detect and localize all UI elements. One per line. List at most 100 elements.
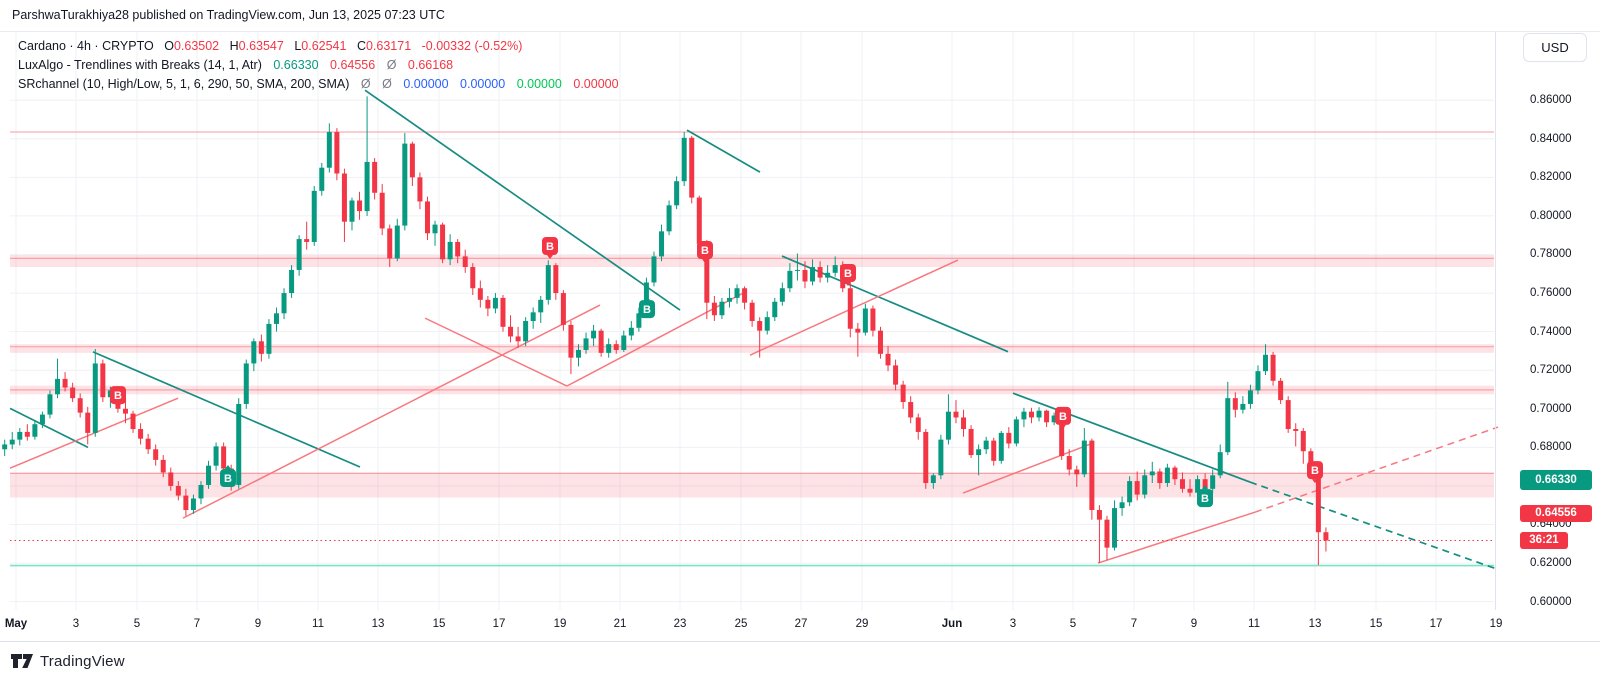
price-tick-label: 0.70000	[1530, 402, 1572, 415]
srchannel-value-3: 0.00000	[516, 77, 562, 91]
bearish-break-label: B	[110, 386, 126, 409]
bearish-break-label: B	[1055, 406, 1071, 429]
empty-set-icon: Ø	[360, 77, 371, 91]
price-axis-separator	[1495, 32, 1496, 641]
price-tick-label: 0.74000	[1530, 325, 1572, 338]
bearish-break-label: B	[697, 241, 713, 264]
svg-text:B: B	[1059, 411, 1067, 423]
price-tick-label: 0.60000	[1530, 595, 1572, 608]
price-tick-label: 0.72000	[1530, 364, 1572, 377]
time-tick-label: Jun	[941, 618, 963, 630]
time-tick-label: 9	[254, 618, 262, 630]
svg-text:B: B	[643, 304, 651, 316]
open-value: 0.63502	[173, 39, 220, 53]
grid-lines	[10, 32, 1494, 610]
srchannel-value-2: 0.00000	[460, 77, 506, 91]
svg-text:B: B	[224, 473, 232, 485]
empty-set-icon: Ø	[382, 77, 392, 91]
chart-legend: Cardano · 4h · CRYPTO O0.63502 H0.63547 …	[18, 37, 619, 94]
time-tick-label: 11	[1248, 618, 1260, 630]
time-tick-label: 27	[794, 618, 808, 630]
svg-text:B: B	[114, 390, 122, 402]
svg-text:B: B	[1311, 465, 1319, 477]
time-tick-label: 3	[1009, 618, 1017, 630]
symbol-legend-row[interactable]: Cardano · 4h · CRYPTO O0.63502 H0.63547 …	[18, 37, 619, 56]
break-labels: B B B B B B B B B	[110, 237, 1323, 508]
svg-text:B: B	[1201, 493, 1209, 505]
luxalgo-title: LuxAlgo - Trendlines with Breaks (14, 1,…	[18, 58, 262, 72]
price-level-badge: 0.66330	[1520, 469, 1592, 490]
bar-countdown-badge: 36:21	[1520, 531, 1568, 549]
bearish-break-label: B	[542, 237, 558, 260]
time-axis[interactable]: May 3 5 7 9 11 13 15 17 19 21 23 25 27 29 Jun 3 5 7 9 11 13 15…	[0, 610, 1600, 641]
time-tick-label: 15	[1369, 618, 1383, 630]
srchannel-value-1: 0.00000	[403, 77, 449, 91]
price-tick-label: 0.86000	[1530, 94, 1572, 107]
luxalgo-lower-value: 0.64556	[330, 58, 376, 72]
time-tick-label: 17	[492, 618, 506, 630]
time-tick-label: 19	[553, 618, 567, 630]
price-tick-label: 0.82000	[1530, 171, 1572, 184]
price-tick-label: 0.84000	[1530, 132, 1572, 145]
close-label: C	[356, 39, 366, 53]
price-tick-label: 0.62000	[1530, 557, 1572, 570]
bullish-break-label: B	[220, 465, 236, 488]
chart-card: B B B B B B B B B Cardano · 4h · CRYPTO O0.63502…	[0, 32, 1600, 642]
time-tick-label: May	[4, 618, 28, 630]
low-value: 0.62541	[301, 39, 347, 53]
change-value: -0.00332 (-0.52%)	[421, 39, 523, 53]
open-label: O	[164, 39, 174, 53]
srchannel-value-4: 0.00000	[573, 77, 619, 91]
candlestick-chart[interactable]: B B B B B B B B B	[0, 32, 1600, 610]
publish-text: ParshwaTurakhiya28 published on TradingV…	[12, 8, 445, 22]
time-tick-label: 7	[193, 618, 201, 630]
time-tick-label: 19	[1489, 618, 1503, 630]
srchannel-title: SRchannel (10, High/Low, 5, 1, 6, 290, 5…	[18, 77, 350, 91]
time-tick-label: 15	[432, 618, 446, 630]
time-tick-label: 25	[734, 618, 748, 630]
bullish-break-label: B	[1197, 485, 1213, 508]
luxalgo-trendlines	[9, 89, 1499, 571]
price-tick-label: 0.68000	[1530, 441, 1572, 454]
tradingview-mark-icon	[11, 654, 33, 668]
time-tick-label: 13	[1308, 618, 1322, 630]
horizontal-lines	[10, 131, 1494, 567]
bearish-break-label: B	[840, 264, 856, 287]
tradingview-wordmark: TradingView	[40, 652, 125, 670]
time-tick-label: 23	[673, 618, 687, 630]
tradingview-logo[interactable]: TradingView	[10, 649, 125, 673]
currency-toggle-button[interactable]: USD	[1523, 33, 1587, 62]
time-tick-label: 9	[1190, 618, 1198, 630]
price-level-badge: 0.64556	[1520, 505, 1592, 523]
empty-set-icon: Ø	[386, 58, 397, 72]
close-value: 0.63171	[365, 39, 412, 53]
time-tick-label: 21	[613, 618, 627, 630]
bullish-break-label: B	[639, 296, 655, 319]
bearish-break-label: B	[1307, 461, 1323, 484]
luxalgo-legend-row[interactable]: LuxAlgo - Trendlines with Breaks (14, 1,…	[18, 56, 619, 75]
time-tick-label: 13	[371, 618, 385, 630]
publish-bar: ParshwaTurakhiya28 published on TradingV…	[0, 0, 1600, 32]
time-tick-label: 11	[312, 618, 324, 630]
time-tick-label: 3	[72, 618, 80, 630]
price-tick-label: 0.80000	[1530, 209, 1572, 222]
symbol-title: Cardano · 4h · CRYPTO	[18, 39, 154, 53]
price-tick-label: 0.78000	[1530, 248, 1572, 261]
svg-text:B: B	[546, 241, 554, 253]
time-tick-label: 29	[855, 618, 869, 630]
time-tick-label: 7	[1130, 618, 1138, 630]
low-label: L	[294, 39, 302, 53]
luxalgo-upper-value: 0.66330	[273, 58, 319, 72]
svg-text:B: B	[844, 268, 852, 280]
support-resistance-zones	[10, 255, 1494, 498]
svg-text:B: B	[701, 245, 709, 257]
high-label: H	[229, 39, 239, 53]
high-value: 0.63547	[238, 39, 284, 53]
candle-series	[2, 96, 1329, 565]
price-tick-label: 0.76000	[1530, 287, 1572, 300]
time-tick-label: 17	[1429, 618, 1443, 630]
time-tick-label: 5	[133, 618, 141, 630]
luxalgo-mid-value: 0.66168	[407, 58, 454, 72]
srchannel-legend-row[interactable]: SRchannel (10, High/Low, 5, 1, 6, 290, 5…	[18, 75, 619, 94]
time-tick-label: 5	[1069, 618, 1077, 630]
